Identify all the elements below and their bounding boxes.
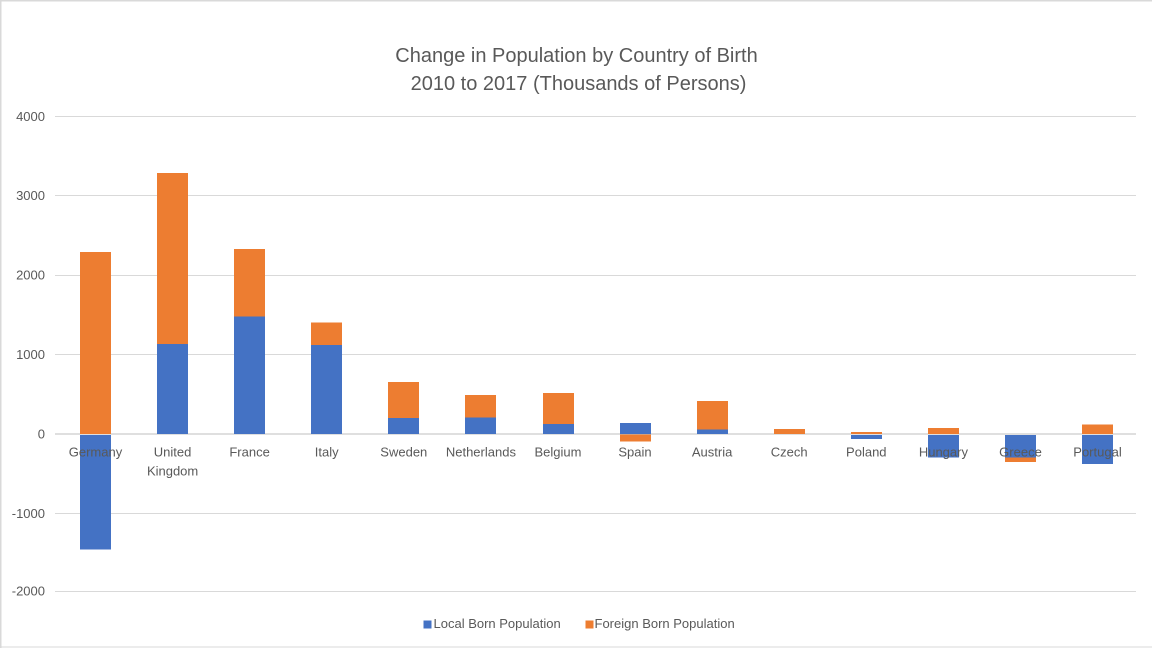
svg-text:Kingdom: Kingdom <box>147 463 198 478</box>
svg-text:4000: 4000 <box>16 109 45 124</box>
svg-text:Foreign Born Population: Foreign Born Population <box>595 616 735 631</box>
svg-text:-1000: -1000 <box>12 506 45 521</box>
svg-text:Germany: Germany <box>69 444 123 459</box>
svg-text:Greece: Greece <box>999 444 1042 459</box>
svg-text:United: United <box>154 444 192 459</box>
svg-text:1000: 1000 <box>16 347 45 362</box>
svg-text:2000: 2000 <box>16 268 45 283</box>
svg-text:Change in Population by Countr: Change in Population by Country of Birth <box>395 45 757 67</box>
svg-text:3000: 3000 <box>16 188 45 203</box>
svg-text:Hungary: Hungary <box>919 444 969 459</box>
svg-text:-2000: -2000 <box>12 584 45 599</box>
svg-text:Italy: Italy <box>315 444 339 459</box>
svg-text:Portugal: Portugal <box>1073 444 1122 459</box>
svg-text:Austria: Austria <box>692 444 733 459</box>
svg-text:Local Born Population: Local Born Population <box>434 616 561 631</box>
svg-text:2010 to 2017 (Thousands of Per: 2010 to 2017 (Thousands of Persons) <box>411 73 747 95</box>
svg-text:France: France <box>229 444 269 459</box>
svg-text:Czech: Czech <box>771 444 808 459</box>
svg-text:0: 0 <box>38 426 45 441</box>
svg-text:Spain: Spain <box>618 444 651 459</box>
svg-text:Sweden: Sweden <box>380 444 427 459</box>
svg-text:Netherlands: Netherlands <box>446 444 517 459</box>
svg-text:Belgium: Belgium <box>535 444 582 459</box>
svg-text:Poland: Poland <box>846 444 886 459</box>
